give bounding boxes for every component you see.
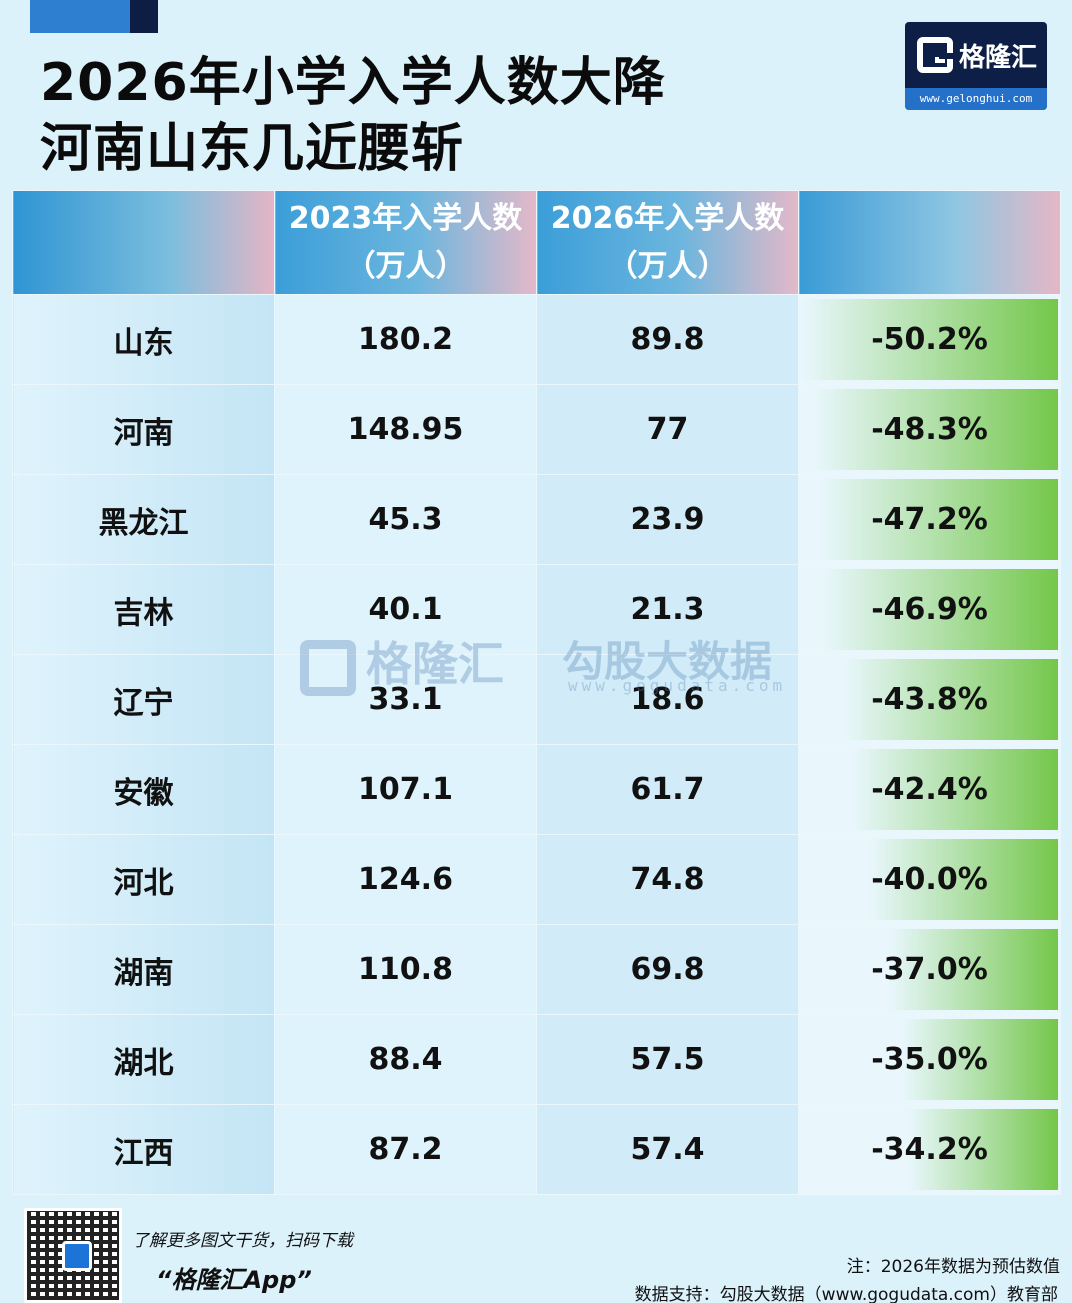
value-2023-cell: 124.6 xyxy=(274,834,537,925)
change-label: -34.2% xyxy=(871,1132,988,1167)
value-2023-cell: 148.95 xyxy=(274,384,537,475)
value-2026-cell: 21.3 xyxy=(536,564,799,655)
province-cell: 江西 xyxy=(12,1104,275,1195)
change-label: -40.0% xyxy=(871,862,988,897)
top-accent-bar-dark xyxy=(130,0,158,33)
province-cell: 湖北 xyxy=(12,1014,275,1105)
header-2026-line1: 2026年入学人数 xyxy=(550,200,785,236)
value-2023-cell: 40.1 xyxy=(274,564,537,655)
change-cell: -35.0% xyxy=(798,1014,1061,1105)
gelonghui-logo: 格隆汇 www.gelonghui.com xyxy=(905,22,1047,110)
change-cell: -42.4% xyxy=(798,744,1061,835)
province-cell: 河南 xyxy=(12,384,275,475)
table-row: 黑龙江 45.3 23.9 -47.2% xyxy=(12,474,1061,565)
change-bar xyxy=(800,299,1058,380)
province-cell: 河北 xyxy=(12,834,275,925)
change-bar xyxy=(907,1109,1058,1190)
change-cell: -34.2% xyxy=(798,1104,1061,1195)
change-cell: -50.2% xyxy=(798,294,1061,385)
change-cell: -40.0% xyxy=(798,834,1061,925)
value-2026-cell: 89.8 xyxy=(536,294,799,385)
header-2023-line2: （万人） xyxy=(345,248,466,284)
value-2026-cell: 77 xyxy=(536,384,799,475)
change-bar xyxy=(852,749,1058,830)
title-line-1: 2026年小学入学人数大降 xyxy=(40,53,666,113)
table-row: 山东 180.2 89.8 -50.2% xyxy=(12,294,1061,385)
value-2023-cell: 87.2 xyxy=(274,1104,537,1195)
value-2026-cell: 23.9 xyxy=(536,474,799,565)
qr-logo-icon xyxy=(62,1241,92,1271)
province-cell: 黑龙江 xyxy=(12,474,275,565)
footer-promo: 了解更多图文干货，扫码下载 xyxy=(132,1231,353,1251)
footer-app-name: “格隆汇App” xyxy=(156,1266,312,1294)
change-label: -35.0% xyxy=(871,1042,988,1077)
table-row: 吉林 40.1 21.3 -46.9% xyxy=(12,564,1061,655)
value-2023-cell: 33.1 xyxy=(274,654,537,745)
change-label: -42.4% xyxy=(871,772,988,807)
table-row: 河南 148.95 77 -48.3% xyxy=(12,384,1061,475)
value-2023-cell: 107.1 xyxy=(274,744,537,835)
logo-name: 格隆汇 xyxy=(959,42,1038,73)
header-2026: 2026年入学人数 （万人） xyxy=(536,190,799,295)
top-accent-bar xyxy=(30,0,130,33)
value-2023-cell: 180.2 xyxy=(274,294,537,385)
change-label: -50.2% xyxy=(871,322,988,357)
table-row: 辽宁 33.1 18.6 -43.8% xyxy=(12,654,1061,745)
header-change xyxy=(798,190,1061,295)
change-bar xyxy=(820,479,1058,560)
change-bar xyxy=(812,389,1058,470)
change-bar xyxy=(868,839,1058,920)
table-row: 湖南 110.8 69.8 -37.0% xyxy=(12,924,1061,1015)
value-2026-cell: 57.5 xyxy=(536,1014,799,1105)
value-2023-cell: 110.8 xyxy=(274,924,537,1015)
table-row: 安徽 107.1 61.7 -42.4% xyxy=(12,744,1061,835)
footer-note: 注：2026年数据为预估数值 xyxy=(846,1257,1060,1277)
province-cell: 安徽 xyxy=(12,744,275,835)
change-bar xyxy=(902,1019,1058,1100)
change-label: -46.9% xyxy=(871,592,988,627)
value-2026-cell: 57.4 xyxy=(536,1104,799,1195)
change-label: -37.0% xyxy=(871,952,988,987)
header-2023-line1: 2023年入学人数 xyxy=(288,200,523,236)
change-cell: -47.2% xyxy=(798,474,1061,565)
page-title: 2026年小学入学人数大降 河南山东几近腰斩 xyxy=(40,50,860,182)
header-2026-line2: （万人） xyxy=(607,248,728,284)
header-2023: 2023年入学人数 （万人） xyxy=(274,190,537,295)
value-2023-cell: 88.4 xyxy=(274,1014,537,1105)
footer-source: 数据支持：勾股大数据（www.gogudata.com）教育部 xyxy=(634,1285,1058,1303)
header-province xyxy=(12,190,275,295)
logo-url: www.gelonghui.com xyxy=(905,88,1047,110)
change-bar xyxy=(888,929,1058,1010)
table-header-row: 2023年入学人数 （万人） 2026年入学人数 （万人） xyxy=(12,190,1061,295)
value-2023-cell: 45.3 xyxy=(274,474,537,565)
change-cell: -43.8% xyxy=(798,654,1061,745)
value-2026-cell: 18.6 xyxy=(536,654,799,745)
value-2026-cell: 61.7 xyxy=(536,744,799,835)
change-bar xyxy=(822,569,1058,650)
province-cell: 吉林 xyxy=(12,564,275,655)
table-row: 河北 124.6 74.8 -40.0% xyxy=(12,834,1061,925)
change-bar xyxy=(843,659,1058,740)
province-cell: 山东 xyxy=(12,294,275,385)
value-2026-cell: 74.8 xyxy=(536,834,799,925)
change-cell: -37.0% xyxy=(798,924,1061,1015)
change-label: -47.2% xyxy=(871,502,988,537)
title-line-2: 河南山东几近腰斩 xyxy=(40,119,465,179)
province-cell: 辽宁 xyxy=(12,654,275,745)
value-2026-cell: 69.8 xyxy=(536,924,799,1015)
table-row: 湖北 88.4 57.5 -35.0% xyxy=(12,1014,1061,1105)
logo-g-icon xyxy=(917,37,953,73)
change-label: -48.3% xyxy=(871,412,988,447)
enrollment-table: 2023年入学人数 （万人） 2026年入学人数 （万人） 山东 180.2 89.… xyxy=(12,190,1061,1195)
change-cell: -46.9% xyxy=(798,564,1061,655)
province-cell: 湖南 xyxy=(12,924,275,1015)
change-cell: -48.3% xyxy=(798,384,1061,475)
qr-code[interactable] xyxy=(24,1208,122,1303)
table-row: 江西 87.2 57.4 -34.2% xyxy=(12,1104,1061,1195)
change-label: -43.8% xyxy=(871,682,988,717)
